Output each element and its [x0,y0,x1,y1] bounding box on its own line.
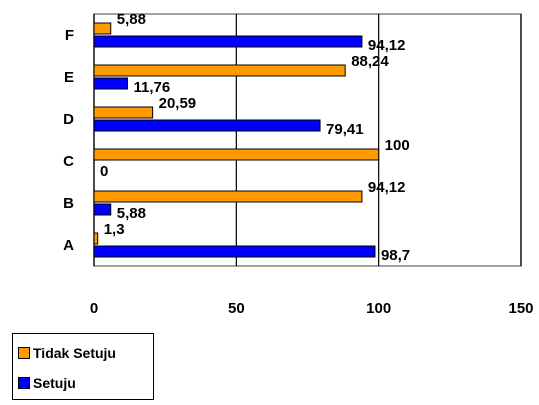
bar-setuju [93,77,128,90]
bar-setuju [93,35,363,48]
data-label: 94,12 [368,179,406,196]
category-label: F [65,27,74,44]
data-label: 100 [385,137,410,154]
legend-swatch-tidak-setuju [18,347,30,359]
data-label: 79,41 [326,121,364,138]
category-label: B [63,195,74,212]
bar-tidak-setuju [93,148,380,161]
legend-label-setuju: Setuju [33,375,76,391]
category-label: A [63,237,74,254]
chart-legend: Tidak Setuju Setuju [12,333,154,400]
category-label: D [63,111,74,128]
data-label: 94,12 [368,37,406,54]
data-label: 5,88 [117,205,146,222]
category-label: E [64,69,74,86]
bar-tidak-setuju [93,22,112,35]
bar-tidak-setuju [93,232,99,245]
bar-tidak-setuju [93,190,363,203]
bar-tidak-setuju [93,106,154,119]
data-label: 5,88 [117,11,146,28]
data-label: 0 [100,163,108,180]
legend-swatch-setuju [18,377,30,389]
legend-item-setuju: Setuju [18,374,76,392]
bar-setuju [93,245,376,258]
legend-item-tidak-setuju: Tidak Setuju [18,344,116,362]
bar-setuju [93,203,112,216]
x-tick-label: 0 [90,300,98,317]
data-label: 88,24 [351,53,389,70]
bar-setuju [93,119,321,132]
data-label: 1,3 [104,221,125,238]
x-tick-label: 100 [366,300,391,317]
x-tick-label: 150 [508,300,533,317]
data-label: 11,76 [133,79,170,96]
x-tick-label: 50 [228,300,245,317]
data-label: 20,59 [159,95,197,112]
category-label: C [63,153,74,170]
data-label: 98,7 [381,247,410,264]
bar-tidak-setuju [93,64,346,77]
plot-area [93,13,522,267]
legend-label-tidak-setuju: Tidak Setuju [33,345,116,361]
